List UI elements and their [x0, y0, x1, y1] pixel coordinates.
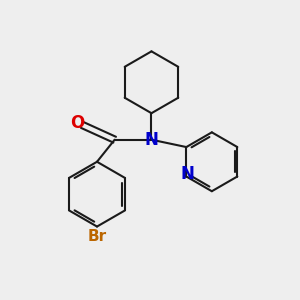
- Text: N: N: [181, 165, 195, 183]
- Text: N: N: [145, 131, 158, 149]
- Text: Br: Br: [87, 230, 106, 244]
- Text: O: O: [70, 115, 84, 133]
